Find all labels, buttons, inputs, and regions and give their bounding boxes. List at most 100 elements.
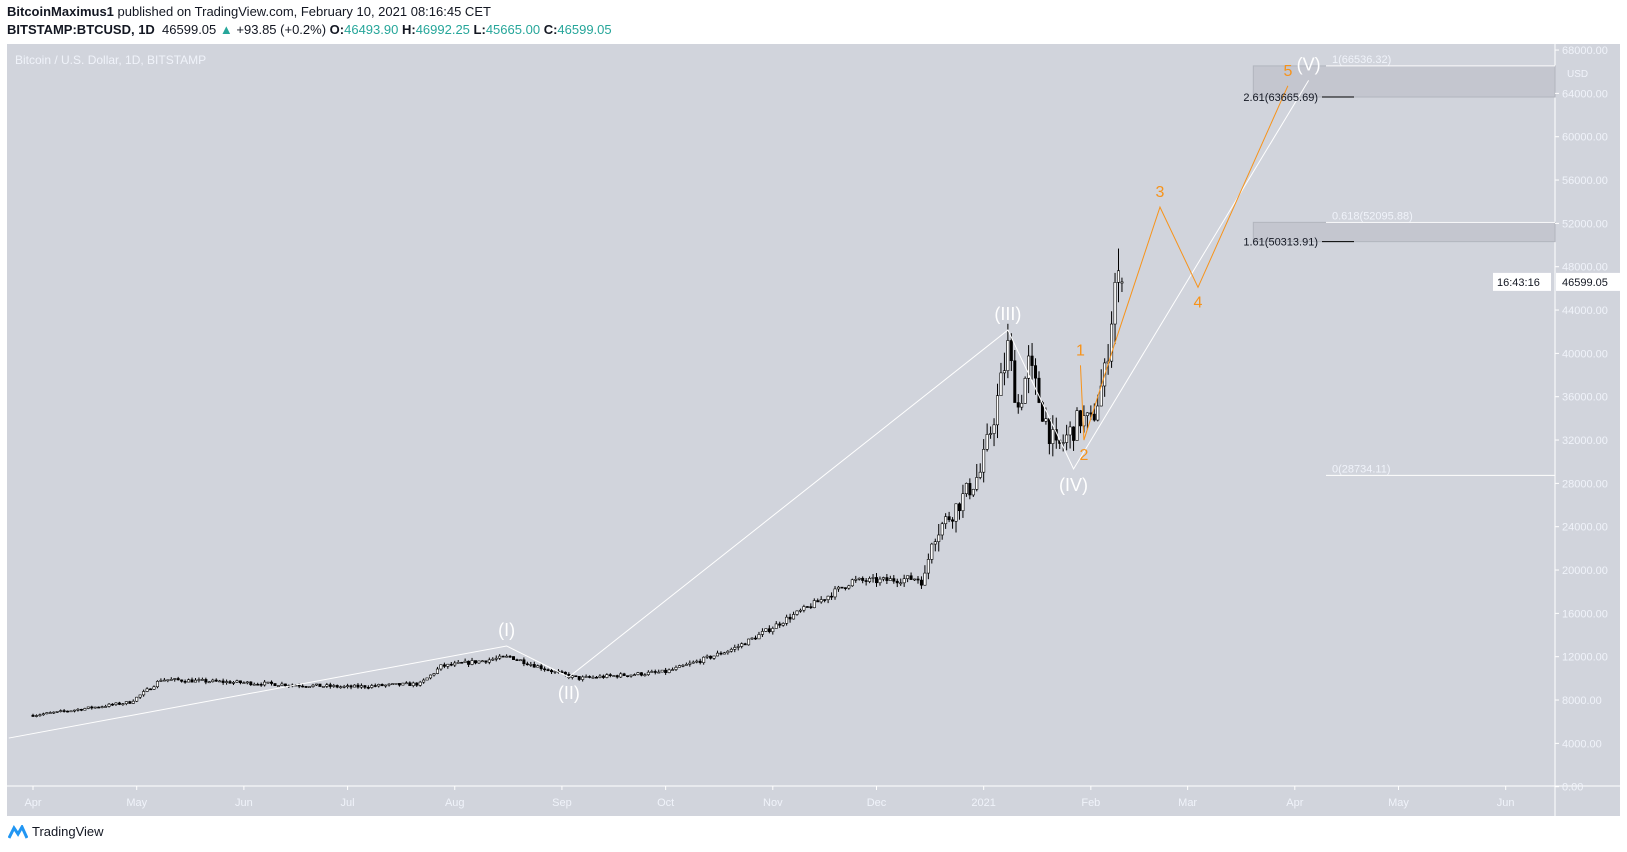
candle-body [705,655,709,658]
candle-body [875,577,879,584]
candle-body [560,671,564,674]
candle-body [999,372,1003,396]
candle-body [895,580,899,584]
candle-body [626,675,630,677]
candle-body [871,577,875,579]
candle-body [923,572,927,586]
candle-body [712,655,716,659]
candle-body [152,686,156,690]
candle-body [740,643,744,647]
candle-body [100,706,104,708]
candle-body [957,503,961,512]
candle-body [252,683,256,686]
candle-body [111,703,115,706]
minor-wave-label: 2 [1079,447,1088,464]
candle-body [812,600,816,609]
x-tick-label: Feb [1081,797,1100,809]
candle-body [69,710,73,713]
x-tick-label: Jun [1497,797,1515,809]
candle-body [359,685,363,688]
candle-body [733,647,737,650]
candle-body [881,577,885,580]
primary-wave-label: (II) [558,683,580,703]
candle-body [857,577,861,580]
author-name[interactable]: BitcoinMaximus1 [7,4,114,19]
candle-body [816,600,820,603]
y-tick-label: 20000.00 [1562,565,1608,577]
candle-body [715,652,719,657]
x-tick-label: May [1388,797,1409,809]
candle-body [34,715,38,717]
candle-body [283,683,287,687]
candle-body [117,702,121,705]
candle-body [902,578,906,584]
chart-title: Bitcoin / U.S. Dollar, 1D, BITSTAMP [15,53,206,67]
candle-body [90,706,94,709]
candle-body [429,674,433,679]
candle-body [930,543,934,560]
candle-body [349,685,353,688]
candle-body [45,712,49,715]
candle-body [940,523,944,536]
candle-body [266,681,270,684]
candle-body [221,680,225,683]
candle-body [373,685,377,687]
candle-body [854,579,858,581]
candle-body [128,701,132,704]
candle-body [964,483,968,494]
candle-body [608,674,612,676]
candle-body [629,674,633,677]
candle-body [214,679,218,682]
candle-body [1023,378,1027,404]
candle-body [124,701,128,705]
candle-body [646,671,650,675]
candle-body [968,483,972,496]
candle-body [1037,377,1041,403]
candle-body [1006,340,1010,371]
candle-body [273,683,277,686]
candle-body [1009,340,1013,362]
y-tick-label: 52000.00 [1562,218,1608,230]
primary-wave-label: (IV) [1059,475,1088,495]
last-price-label: 46599.05 [1562,277,1608,289]
candle-body [982,449,986,473]
candle-body [86,706,90,709]
footer-brand[interactable]: TradingView [8,824,104,839]
candle-body [370,685,374,688]
candle-body [1027,355,1031,379]
candle-body [861,577,865,581]
candle-body [72,709,76,712]
candle-body [321,686,325,688]
candle-body [1044,418,1048,422]
candle-body [975,477,979,490]
fib-level-label: 0.618(52095.88) [1332,210,1413,222]
candle-body [916,578,920,581]
candle-body [688,662,692,665]
candle-body [788,616,792,620]
candle-body [978,471,982,478]
y-tick-label: 8000.00 [1562,695,1602,707]
candle-body [798,609,802,612]
candle-body [719,652,723,655]
candle-body [622,673,626,676]
y-tick-label: 64000.00 [1562,88,1608,100]
candle-body [131,700,135,704]
candle-body [823,599,827,601]
candle-body [339,686,343,689]
candle-body [729,649,733,652]
candle-body [304,686,308,688]
tradingview-logo-icon [8,824,28,839]
candle-body [235,680,239,683]
candle-body [114,702,118,705]
candle-body [342,686,346,688]
candle-body [619,673,623,678]
high-value: 46992.25 [415,22,470,37]
candle-body [66,710,70,713]
candle-body [207,681,211,684]
candle-body [353,684,357,688]
candle-body [276,685,280,687]
open-label: O: [329,22,345,37]
candle-body [774,623,778,629]
candle-body [1089,412,1093,415]
